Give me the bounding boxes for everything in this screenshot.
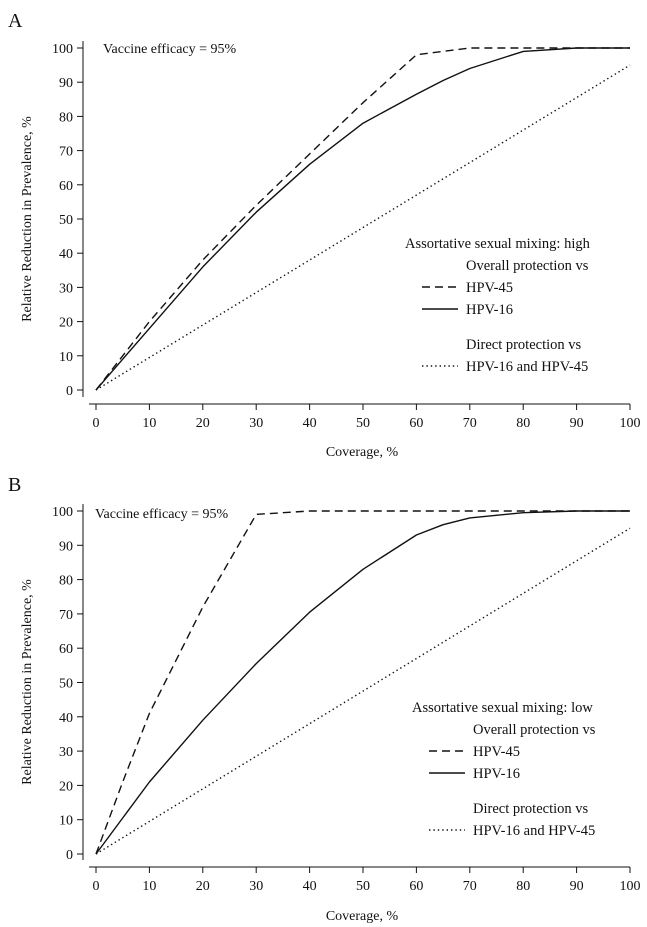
x-tick-label: 90	[570, 879, 584, 894]
x-tick-label: 10	[142, 416, 156, 431]
x-tick-label: 100	[620, 879, 641, 894]
data-curves	[95, 47, 631, 391]
x-tick-label: 60	[409, 416, 423, 431]
x-axis-title: Coverage, %	[326, 909, 399, 924]
vaccine-efficacy-annotation: Vaccine efficacy = 95%	[95, 507, 229, 522]
y-tick-label: 80	[59, 574, 73, 589]
x-tick-label: 10	[142, 879, 156, 894]
y-tick-label: 70	[59, 145, 73, 160]
legend-title: Assortative sexual mixing: low	[412, 700, 593, 716]
y-tick-label: 10	[59, 350, 73, 365]
data-curves	[95, 510, 631, 855]
legend-entry-label: HPV-45	[466, 280, 513, 296]
x-tick-label: 20	[196, 879, 210, 894]
legend-title: Assortative sexual mixing: high	[405, 236, 591, 252]
legend-group-heading: Overall protection vs	[466, 258, 589, 274]
panel-label: B	[8, 474, 21, 496]
series-line-dashed	[95, 47, 630, 391]
y-tick-label: 40	[59, 247, 73, 262]
x-ticks: 0 10 20 30 40 50 60 70 80 90 100	[93, 404, 641, 431]
legend: Assortative sexual mixing: low Overall pr…	[412, 700, 596, 839]
y-ticks: 0 10 20 30 40 50 60 70 80 90 100	[52, 42, 83, 399]
x-tick-label: 20	[196, 416, 210, 431]
y-tick-label: 50	[59, 213, 73, 228]
y-tick-label: 40	[59, 711, 73, 726]
y-tick-label: 60	[59, 642, 73, 657]
series-line-dashed	[95, 510, 630, 855]
y-tick-label: 30	[59, 281, 73, 296]
x-tick-label: 30	[249, 416, 263, 431]
series-line-solid	[95, 47, 630, 391]
x-tick-label: 50	[356, 416, 370, 431]
legend-entry-label: HPV-45	[473, 744, 520, 760]
x-tick-label: 100	[620, 416, 641, 431]
legend-group-heading: Overall protection vs	[473, 722, 596, 738]
legend-group-heading: Direct protection vs	[473, 801, 589, 817]
y-tick-label: 100	[52, 42, 73, 57]
x-tick-label: 50	[356, 879, 370, 894]
x-tick-label: 40	[303, 416, 317, 431]
vaccine-efficacy-annotation: Vaccine efficacy = 95%	[103, 42, 237, 57]
x-tick-label: 0	[93, 879, 100, 894]
y-tick-label: 60	[59, 179, 73, 194]
y-tick-label: 90	[59, 539, 73, 554]
panel-b: 0 10 20 30 40 50 60 70 80 90 100 0 10 20 30 40 50 60 70 80…	[8, 474, 641, 924]
x-tick-label: 40	[303, 879, 317, 894]
x-tick-label: 0	[93, 416, 100, 431]
y-tick-label: 70	[59, 608, 73, 623]
y-ticks: 0 10 20 30 40 50 60 70 80 90 100	[52, 505, 83, 863]
y-tick-label: 90	[59, 76, 73, 91]
y-tick-label: 0	[66, 384, 73, 399]
y-tick-label: 0	[66, 848, 73, 863]
x-tick-label: 60	[409, 879, 423, 894]
legend-entry-label: HPV-16	[466, 302, 513, 318]
series-line-dotted	[95, 64, 631, 391]
x-tick-label: 90	[570, 416, 584, 431]
series-line-solid	[95, 510, 630, 855]
x-tick-label: 70	[463, 416, 477, 431]
legend-entry-label: HPV-16 and HPV-45	[466, 359, 588, 375]
y-tick-label: 20	[59, 316, 73, 331]
x-tick-label: 70	[463, 879, 477, 894]
x-tick-label: 30	[249, 879, 263, 894]
x-tick-label: 80	[516, 879, 530, 894]
y-tick-label: 50	[59, 677, 73, 692]
legend-entry-label: HPV-16 and HPV-45	[473, 823, 595, 839]
y-axis-title: Relative Reduction in Prevalence, %	[20, 116, 35, 322]
legend: Assortative sexual mixing: high Overall p…	[405, 236, 591, 375]
y-tick-label: 10	[59, 814, 73, 829]
legend-entry-label: HPV-16	[473, 766, 520, 782]
panel-a: 0 10 20 30 40 50 60 70 80 90 100 0 10 20 30 40 50 60 70 80…	[8, 10, 641, 460]
x-ticks: 0 10 20 30 40 50 60 70 80 90 100	[93, 867, 641, 894]
y-tick-label: 30	[59, 745, 73, 760]
y-tick-label: 100	[52, 505, 73, 520]
panel-label: A	[8, 10, 23, 32]
series-line-dotted	[95, 527, 631, 855]
x-tick-label: 80	[516, 416, 530, 431]
legend-group-heading: Direct protection vs	[466, 337, 582, 353]
y-tick-label: 80	[59, 110, 73, 125]
y-tick-label: 20	[59, 779, 73, 794]
x-axis-title: Coverage, %	[326, 445, 399, 460]
y-axis-title: Relative Reduction in Prevalence, %	[20, 579, 35, 785]
